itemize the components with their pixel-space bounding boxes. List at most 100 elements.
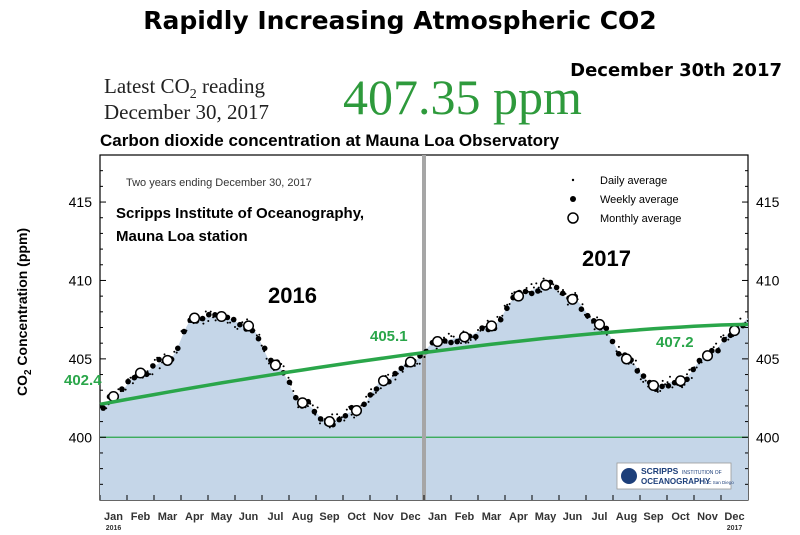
- weekly-point: [255, 335, 262, 342]
- latest-reading-end: reading: [196, 74, 265, 98]
- daily-point: [477, 329, 479, 331]
- monthly-point: [539, 279, 552, 291]
- daily-point: [634, 359, 637, 362]
- daily-point: [311, 404, 314, 407]
- page-title: Rapidly Increasing Atmospheric CO2: [143, 6, 657, 35]
- daily-point: [644, 379, 647, 382]
- daily-point: [664, 383, 667, 386]
- daily-point: [460, 342, 462, 345]
- weekly-point: [199, 315, 206, 322]
- chart-subtitle: Carbon dioxide concentration at Mauna Lo…: [100, 131, 560, 150]
- y-tick-label-right: 410: [756, 272, 780, 288]
- daily-point: [552, 283, 555, 286]
- monthly-point: [323, 416, 336, 428]
- trend-label-start: 402.4: [64, 372, 102, 389]
- logo-text-2: OCEANOGRAPHY: [641, 477, 711, 486]
- y-tick-label-left: 400: [69, 429, 93, 445]
- x-tick-label: Oct: [347, 511, 366, 523]
- logo-text-1b: INSTITUTION OF: [682, 470, 722, 476]
- monthly-point: [404, 356, 417, 368]
- daily-point: [202, 322, 205, 325]
- weekly-point: [448, 339, 454, 346]
- daily-point: [394, 378, 397, 381]
- daily-point: [695, 366, 698, 369]
- daily-point: [642, 380, 645, 383]
- monthly-point: [269, 359, 282, 371]
- daily-point: [525, 287, 528, 289]
- weekly-point: [553, 284, 560, 291]
- daily-point: [530, 283, 533, 286]
- daily-point: [306, 405, 309, 408]
- y-tick-label-right: 415: [756, 194, 780, 210]
- monthly-point: [620, 353, 633, 365]
- x-tick-label: Aug: [292, 511, 313, 523]
- daily-point: [484, 325, 487, 328]
- logo-text-2b: UC San Diego: [705, 480, 734, 485]
- legend-weekly: Weekly average: [600, 194, 679, 206]
- monthly-point: [647, 379, 660, 392]
- weekly-point: [175, 345, 181, 352]
- daily-point: [535, 282, 538, 285]
- monthly-point: [242, 320, 255, 332]
- monthly-point: [296, 397, 309, 409]
- weekly-point: [535, 288, 541, 294]
- daily-point: [739, 317, 742, 320]
- daily-point: [688, 368, 691, 371]
- daily-point: [258, 333, 261, 336]
- x-tick-label: May: [535, 511, 557, 523]
- daily-point: [379, 387, 382, 390]
- daily-point: [508, 303, 511, 305]
- daily-point: [722, 334, 725, 337]
- legend-daily-marker: [571, 178, 575, 182]
- daily-point: [443, 336, 445, 339]
- daily-point: [511, 292, 513, 295]
- monthly-point: [161, 354, 174, 366]
- monthly-point: [512, 290, 525, 302]
- x-tick-label: Apr: [509, 511, 529, 523]
- monthly-point: [728, 325, 741, 337]
- daily-point: [336, 413, 339, 416]
- weekly-point: [131, 374, 138, 381]
- weekly-point: [100, 405, 106, 411]
- daily-point: [574, 292, 577, 294]
- daily-point: [151, 373, 154, 376]
- year-annotation-2017: 2017: [582, 246, 631, 271]
- weekly-point: [119, 386, 125, 392]
- daily-point: [260, 344, 263, 347]
- weekly-point: [634, 368, 641, 374]
- weekly-point: [721, 336, 727, 343]
- daily-point: [229, 321, 232, 324]
- daily-point: [566, 303, 569, 306]
- weekly-point: [473, 333, 479, 340]
- monthly-point: [188, 312, 201, 324]
- daily-point: [209, 310, 212, 313]
- weekly-point: [342, 413, 349, 419]
- trend-label-end: 407.2: [656, 334, 694, 351]
- daily-point: [720, 335, 722, 338]
- daily-point: [593, 328, 596, 331]
- logo-frame: [616, 462, 732, 490]
- daily-point: [292, 390, 295, 392]
- legend: Daily average Weekly average Monthly ave…: [567, 175, 681, 225]
- year-label: 2017: [727, 525, 743, 532]
- daily-point: [690, 377, 693, 379]
- latest-co-sub: 2: [189, 87, 197, 103]
- x-tick-label: Jan: [104, 511, 123, 523]
- weekly-point: [206, 311, 212, 318]
- legend-monthly-marker: [567, 212, 579, 224]
- globe-icon: [621, 468, 637, 484]
- daily-point: [365, 395, 368, 398]
- x-tick-label: Nov: [373, 511, 395, 523]
- daily-point: [131, 382, 134, 385]
- inner-note: Two years ending December 30, 2017: [126, 177, 312, 189]
- y-tick-label-right: 405: [756, 351, 780, 367]
- daily-point: [639, 378, 642, 381]
- weekly-point: [181, 328, 187, 335]
- daily-point: [255, 334, 258, 337]
- weekly-point: [454, 338, 461, 345]
- daily-point: [562, 289, 564, 291]
- weekly-point: [690, 366, 696, 373]
- daily-point: [129, 376, 132, 379]
- daily-point: [282, 365, 285, 368]
- daily-point: [319, 422, 321, 425]
